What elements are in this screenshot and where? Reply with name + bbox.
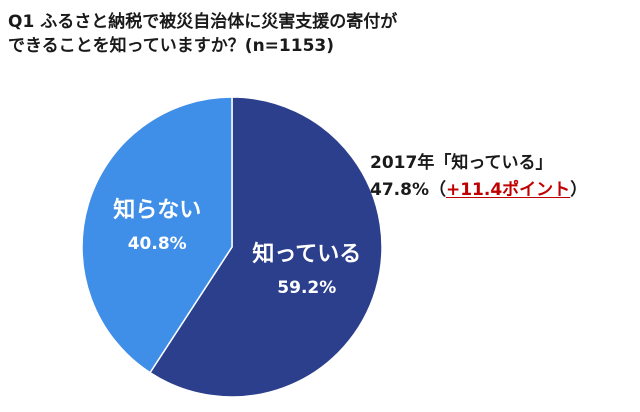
pie-slice-label-0: 知っている: [252, 241, 361, 267]
comparison-note-title: 2017年「知っている」: [370, 153, 553, 173]
pie-slice-value-1: 40.8%: [128, 234, 187, 254]
chart-title: Q1 ふるさと納税で被災自治体に災害支援の寄付が できることを知っていますか？(…: [8, 10, 608, 58]
comparison-paren-open: （: [428, 180, 446, 200]
pie-slice-0: [149, 96, 383, 398]
chart-title-line2: できることを知っていますか？(n=1153): [8, 36, 335, 56]
pie-slice-1: [81, 96, 233, 374]
comparison-value: 47.8%: [370, 180, 429, 200]
pie-slice-value-0: 59.2%: [277, 278, 336, 298]
comparison-paren-close: ）: [570, 180, 588, 200]
comparison-note: 2017年「知っている」 47.8%（+11.4ポイント）: [370, 150, 632, 204]
chart-title-line1: Q1 ふるさと納税で被災自治体に災害支援の寄付が: [8, 12, 398, 32]
comparison-note-line: 47.8%（+11.4ポイント）: [370, 177, 632, 204]
pie-slice-label-1: 知らない: [113, 197, 201, 223]
comparison-diff: +11.4ポイント: [445, 180, 571, 200]
